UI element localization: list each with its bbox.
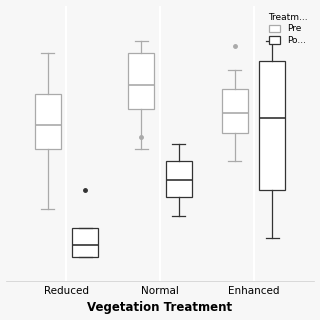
X-axis label: Vegetation Treatment: Vegetation Treatment [87, 301, 233, 315]
Legend: Pre, Po...: Pre, Po... [265, 10, 310, 48]
PathPatch shape [35, 94, 61, 149]
PathPatch shape [128, 53, 154, 108]
PathPatch shape [72, 228, 98, 257]
PathPatch shape [222, 89, 248, 132]
PathPatch shape [166, 161, 192, 197]
PathPatch shape [259, 61, 285, 190]
